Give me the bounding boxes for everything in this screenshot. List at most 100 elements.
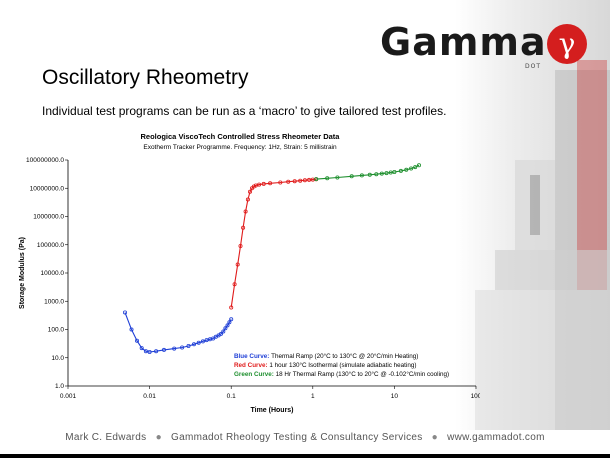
data-point (232, 282, 237, 287)
series-red-curve (229, 177, 319, 310)
logo-badge (547, 24, 587, 64)
series-blue-curve (123, 310, 234, 354)
chart-subtitle: Exotherm Tracker Programme. Frequency: 1… (143, 144, 337, 151)
data-point (243, 209, 248, 214)
legend-entry: Green Curve: 18 Hr Thermal Ramp (130°C t… (234, 370, 449, 378)
chart-legend: Blue Curve: Thermal Ramp (20°C to 130°C … (234, 352, 449, 378)
data-point (139, 346, 144, 351)
data-point (191, 342, 196, 347)
data-point (196, 340, 201, 345)
rheometer-illustration (475, 60, 610, 430)
y-tick-label: 1.0 (55, 383, 64, 390)
data-point (229, 305, 234, 310)
data-point (218, 331, 223, 336)
data-point (374, 172, 379, 177)
data-point (325, 176, 330, 181)
data-point (186, 343, 191, 348)
y-tick-label: 100000000.0 (26, 157, 64, 164)
y-tick-label: 100.0 (48, 327, 65, 334)
data-point (229, 317, 234, 322)
data-point (349, 174, 354, 179)
data-point (257, 182, 262, 187)
data-point (134, 338, 139, 343)
x-tick-label: 10 (391, 393, 399, 400)
series-green-curve (314, 163, 421, 182)
legend-entry-label: Blue Curve: (234, 353, 271, 360)
data-point (200, 339, 205, 344)
data-point (223, 326, 228, 331)
data-point (335, 175, 340, 180)
data-point (123, 310, 128, 315)
data-point (268, 181, 273, 186)
data-point (225, 323, 230, 328)
data-point (143, 349, 148, 354)
data-point (172, 346, 177, 351)
data-point (302, 178, 307, 183)
data-point (238, 244, 243, 249)
data-point (359, 173, 364, 178)
data-point (292, 179, 297, 184)
y-axis-label: Storage Modulus (Pa) (19, 237, 26, 309)
legend-entry-label: Green Curve: (234, 371, 276, 378)
data-point (416, 163, 421, 168)
logo-subtext: DOT (525, 63, 542, 70)
data-point (245, 197, 250, 202)
data-point (384, 171, 389, 176)
data-point (161, 347, 166, 352)
data-point (404, 167, 409, 172)
logo-wordmark: Gamma (380, 20, 547, 64)
footer-company: Gammadot Rheology Testing & Consultancy … (171, 432, 423, 443)
slide-title: Oscillatory Rheometry (42, 66, 249, 89)
data-point (241, 225, 246, 230)
legend-entry: Blue Curve: Thermal Ramp (20°C to 130°C … (234, 352, 418, 360)
y-tick-label: 100000.0 (37, 242, 64, 249)
legend-entry: Red Curve: 1 hour 130°C Isothermal (simu… (234, 361, 416, 369)
series-line (230, 178, 317, 308)
data-point (180, 345, 185, 350)
bottom-border (0, 454, 610, 458)
chart-title: Reologica ViscoTech Controlled Stress Rh… (141, 132, 341, 141)
y-tick-label: 1000.0 (44, 298, 64, 305)
data-point (247, 189, 252, 194)
footer-author: Mark C. Edwards (65, 432, 147, 443)
data-point (398, 168, 403, 173)
y-tick-label: 10000000.0 (30, 185, 65, 192)
data-point (278, 180, 283, 185)
data-point (367, 172, 372, 177)
legend-entry-text: 18 Hr Thermal Ramp (130°C to 20°C @ -0.1… (276, 370, 449, 378)
x-axis-label: Time (Hours) (250, 407, 293, 414)
x-tick-label: 0.001 (60, 393, 77, 400)
x-tick-label: 0.01 (143, 393, 156, 400)
footer-website: www.gammadot.com (447, 432, 545, 443)
rheometer-photo (455, 0, 610, 430)
slide-footer: Mark C. Edwards ● Gammadot Rheology Test… (0, 432, 610, 443)
data-point (286, 179, 291, 184)
data-point (211, 336, 216, 341)
data-point (314, 177, 319, 182)
series-line (124, 312, 232, 353)
legend-entry-text: Thermal Ramp (20°C to 130°C @ 20°C/min H… (271, 352, 418, 360)
slide-subtitle: Individual test programs can be run as a… (42, 104, 447, 118)
data-point (227, 320, 232, 325)
y-tick-label: 1000000.0 (33, 214, 64, 221)
footer-separator-1: ● (155, 432, 162, 443)
data-point (129, 327, 134, 332)
data-point (392, 170, 397, 175)
data-point (413, 165, 418, 170)
data-point (298, 178, 303, 183)
gamma-symbol-icon: γ (558, 27, 576, 60)
data-point (154, 349, 159, 354)
data-point (379, 171, 384, 176)
x-tick-label: 0.1 (227, 393, 236, 400)
data-point (388, 170, 393, 175)
y-tick-label: 10000.0 (41, 270, 65, 277)
data-point (261, 181, 266, 186)
x-tick-label: 1 (311, 393, 315, 400)
data-point (235, 262, 240, 267)
gammadot-logo: Gamma DOT γ (380, 20, 595, 72)
data-point (409, 166, 414, 171)
data-point (221, 329, 226, 334)
y-tick-label: 10.0 (51, 355, 64, 362)
rheometer-chart: Reologica ViscoTech Controlled Stress Rh… (19, 132, 480, 414)
